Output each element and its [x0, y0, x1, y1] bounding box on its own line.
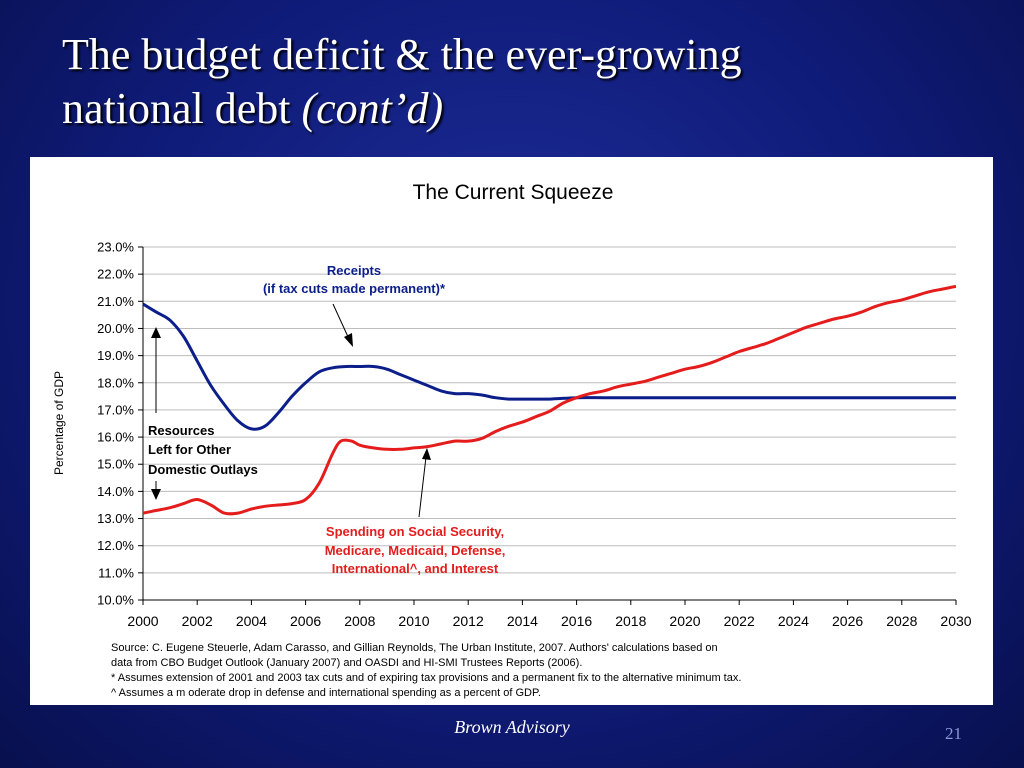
x-tick-label: 2014: [507, 613, 538, 629]
slide-title: The budget deficit & the ever-growing na…: [62, 28, 962, 136]
y-axis-label: Percentage of GDP: [52, 371, 66, 475]
y-tick-label: 20.0%: [97, 321, 134, 336]
x-tick-label: 2016: [561, 613, 592, 629]
y-tick-label: 13.0%: [97, 511, 134, 526]
y-tick-label: 23.0%: [97, 240, 134, 255]
x-tick-label: 2024: [778, 613, 809, 629]
y-tick-label: 16.0%: [97, 430, 134, 445]
y-tick-label: 22.0%: [97, 267, 134, 282]
x-tick-label: 2028: [886, 613, 917, 629]
x-tick-label: 2012: [453, 613, 484, 629]
y-tick-label: 21.0%: [97, 294, 134, 309]
receipts-arrowhead: [344, 333, 353, 347]
y-axis-ticks: 10.0% 11.0% 12.0% 13.0% 14.0% 15.0% 16.0% 17.0%…: [97, 240, 143, 608]
x-tick-label: 2002: [182, 613, 213, 629]
spending-series-line: [142, 284, 957, 516]
receipts-label-line1: Receipts: [327, 263, 381, 278]
resources-label-line1: Resources: [148, 423, 214, 438]
slide-title-line2-plain: national debt: [62, 84, 302, 133]
y-tick-label: 19.0%: [97, 348, 134, 363]
series-layer: [142, 284, 957, 516]
resources-up-arrowhead: [151, 327, 161, 338]
chart-panel: The Current Squeeze 10.0% 11.0% 12.0% 13.0%…: [30, 157, 993, 705]
receipts-annotation: Receipts (if tax cuts made permanent)*: [263, 263, 446, 296]
x-tick-label: 2010: [398, 613, 429, 629]
spending-arrow-line: [418, 456, 427, 518]
y-tick-label: 15.0%: [97, 457, 134, 472]
receipts-arrow-line: [332, 303, 350, 340]
footer-brand: Brown Advisory: [454, 717, 570, 737]
x-tick-label: 2022: [724, 613, 755, 629]
y-tick-label: 10.0%: [97, 593, 134, 608]
source-note-4: ^ Assumes a m oderate drop in defense an…: [111, 687, 541, 699]
slide-title-line2: national debt (cont’d): [62, 82, 962, 136]
y-tick-label: 14.0%: [97, 484, 134, 499]
resources-annotation: Resources Left for Other Domestic Outlay…: [148, 423, 258, 477]
x-tick-label: 2006: [290, 613, 321, 629]
gridlines: [143, 246, 956, 574]
x-tick-label: 2008: [344, 613, 375, 629]
y-tick-label: 12.0%: [97, 538, 134, 553]
x-tick-label: 2004: [236, 613, 267, 629]
chart-title: The Current Squeeze: [413, 181, 614, 204]
receipts-series-line: [142, 302, 956, 431]
receipts-label-line2: (if tax cuts made permanent)*: [263, 281, 446, 296]
y-tick-label: 17.0%: [97, 402, 134, 417]
resources-down-arrowhead: [151, 489, 161, 500]
source-note-3: * Assumes extension of 2001 and 2003 tax…: [111, 672, 741, 684]
source-note-2: data from CBO Budget Outlook (January 20…: [111, 657, 582, 669]
resources-label-line3: Domestic Outlays: [148, 462, 258, 477]
x-tick-label: 2000: [127, 613, 158, 629]
x-tick-label: 2030: [940, 613, 971, 629]
page-number: 21: [945, 724, 962, 743]
spending-annotation: Spending on Social Security, Medicare, M…: [325, 524, 506, 576]
x-axis-ticks: 2000 2002 2004 2006 2008 2010 2012 2014 2016 2018…: [127, 600, 972, 629]
spending-arrowhead: [422, 448, 431, 460]
source-notes: Source: C. Eugene Steuerle, Adam Carasso…: [111, 642, 741, 699]
spending-label-line1: Spending on Social Security,: [326, 524, 504, 539]
y-tick-label: 11.0%: [98, 565, 134, 580]
slide-title-line2-italic: (cont’d): [301, 84, 444, 133]
y-tick-label: 18.0%: [97, 375, 134, 390]
x-tick-label: 2020: [669, 613, 700, 629]
x-tick-label: 2026: [832, 613, 863, 629]
spending-label-line2: Medicare, Medicaid, Defense,: [325, 543, 506, 558]
x-tick-label: 2018: [615, 613, 646, 629]
slide-title-line1: The budget deficit & the ever-growing: [62, 30, 742, 79]
resources-label-line2: Left for Other: [148, 442, 231, 457]
line-chart: The Current Squeeze 10.0% 11.0% 12.0% 13.0%…: [52, 181, 972, 699]
source-note-1: Source: C. Eugene Steuerle, Adam Carasso…: [111, 642, 718, 654]
spending-label-line3: International^, and Interest: [332, 561, 499, 576]
